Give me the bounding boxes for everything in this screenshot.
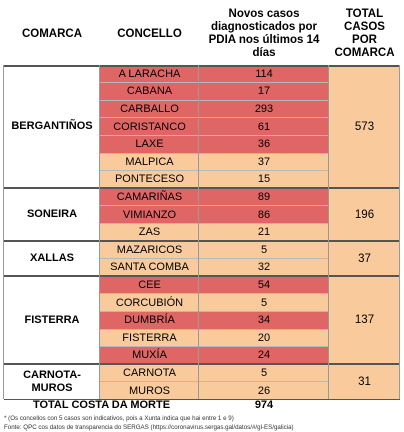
grid-line	[100, 293, 329, 295]
comarca-cell: SONEIRA	[4, 188, 100, 241]
concello-cell: LAXE	[100, 135, 199, 153]
concello-cell: CORCUBIÓN	[100, 293, 199, 312]
concello-cell: VIMIANZO	[100, 205, 199, 224]
concello-cell: MUROS	[100, 381, 199, 400]
total-value: 974	[254, 399, 274, 411]
concello-cell: CABANA	[100, 82, 199, 101]
concello-cell: MAZARICOS	[100, 241, 199, 259]
grid-line	[100, 328, 329, 330]
grid-line	[4, 363, 400, 365]
covid-cases-table: COMARCA CONCELLO Novos casos diagnostica…	[3, 3, 401, 401]
total-row: TOTAL COSTA DA MORTE 974	[4, 396, 400, 414]
concello-cell: PONTECESO	[100, 170, 199, 189]
comarca-total-cell: 37	[329, 241, 400, 277]
casos-cell: 21	[199, 223, 329, 241]
grid-line	[4, 398, 400, 401]
header-casos: Novos casos diagnosticados por PDIA nos …	[208, 8, 320, 59]
header-concello: CONCELLO	[117, 27, 182, 40]
casos-cell: 15	[199, 170, 329, 189]
table-header: COMARCA CONCELLO Novos casos diagnostica…	[4, 3, 400, 65]
comarca-cell: CARNOTA- MUROS	[4, 364, 100, 400]
casos-cell: 24	[199, 346, 329, 365]
concello-cell: ZAS	[100, 223, 199, 241]
concello-cell: CARBALLO	[100, 100, 199, 118]
grid-line	[100, 152, 329, 154]
comarca-cell: XALLAS	[4, 241, 100, 277]
grid-line	[4, 275, 400, 277]
grid-line	[100, 134, 329, 136]
concello-cell: CARNOTA	[100, 364, 199, 382]
concello-cell: FISTERRA	[100, 329, 199, 347]
concello-cell: SANTA COMBA	[100, 258, 199, 277]
casos-cell: 32	[199, 258, 329, 277]
grid-line	[328, 65, 330, 400]
grid-line	[100, 117, 329, 119]
casos-cell: 89	[199, 188, 329, 206]
comarca-cell: FISTERRA	[4, 276, 100, 365]
comarca-total-cell: 31	[329, 364, 400, 400]
casos-cell: 86	[199, 205, 329, 224]
header-total: TOTAL CASOS POR COMARCA	[334, 8, 395, 59]
grid-line	[100, 381, 329, 383]
grid-line	[100, 82, 329, 84]
casos-cell: 34	[199, 311, 329, 329]
casos-cell: 36	[199, 135, 329, 153]
grid-line	[4, 187, 400, 189]
comarca-total-cell: 573	[329, 65, 400, 189]
grid-line	[99, 65, 101, 400]
casos-cell: 5	[199, 364, 329, 382]
comarca-total-cell: 196	[329, 188, 400, 241]
casos-cell: 20	[199, 329, 329, 347]
header-comarca: COMARCA	[21, 27, 83, 40]
comarca-cell: BERGANTIÑOS	[4, 65, 100, 189]
comarca-total-cell: 137	[329, 276, 400, 365]
grid-line	[100, 205, 329, 207]
note-indicative: * (Os concellos con 5 casos son indicati…	[4, 415, 234, 422]
casos-cell: 17	[199, 82, 329, 101]
grid-line	[100, 99, 329, 101]
grid-line	[4, 65, 400, 67]
casos-cell: 114	[199, 65, 329, 83]
concello-cell: A LARACHA	[100, 65, 199, 83]
grid-line	[198, 65, 200, 400]
total-label: TOTAL COSTA DA MORTE	[32, 399, 171, 411]
casos-cell: 61	[199, 117, 329, 136]
casos-cell: 37	[199, 153, 329, 171]
grid-line	[100, 258, 329, 260]
concello-cell: CAMARIÑAS	[100, 188, 199, 206]
concello-cell: CORISTANCO	[100, 117, 199, 136]
grid-line	[399, 65, 401, 400]
concello-cell: DUMBRÍA	[100, 311, 199, 329]
casos-cell: 54	[199, 276, 329, 294]
grid-line	[100, 310, 329, 312]
grid-line	[3, 65, 5, 400]
note-source: Fonte: QPC cos datos de transparencia do…	[4, 424, 294, 431]
grid-line	[100, 170, 329, 172]
concello-cell: CEE	[100, 276, 199, 294]
concello-cell: MALPICA	[100, 153, 199, 171]
grid-line	[100, 222, 329, 224]
casos-cell: 293	[199, 100, 329, 118]
casos-cell: 5	[199, 293, 329, 312]
concello-cell: MUXÍA	[100, 346, 199, 365]
casos-cell: 5	[199, 241, 329, 259]
casos-cell: 26	[199, 381, 329, 400]
grid-line	[4, 240, 400, 242]
table-body: BERGANTIÑOS 573 A LARACHA 114 CABANA 17 CARBAL…	[3, 65, 401, 401]
grid-line	[100, 346, 329, 348]
